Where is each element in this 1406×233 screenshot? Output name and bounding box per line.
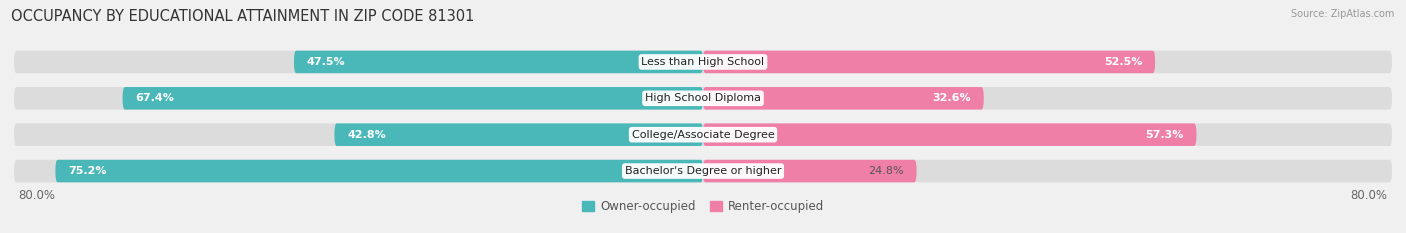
Text: OCCUPANCY BY EDUCATIONAL ATTAINMENT IN ZIP CODE 81301: OCCUPANCY BY EDUCATIONAL ATTAINMENT IN Z… bbox=[11, 9, 475, 24]
Text: 57.3%: 57.3% bbox=[1144, 130, 1184, 140]
Text: 24.8%: 24.8% bbox=[868, 166, 904, 176]
FancyBboxPatch shape bbox=[122, 87, 703, 110]
Text: 67.4%: 67.4% bbox=[135, 93, 174, 103]
Text: 80.0%: 80.0% bbox=[1351, 189, 1388, 202]
FancyBboxPatch shape bbox=[335, 123, 703, 146]
Text: 42.8%: 42.8% bbox=[347, 130, 387, 140]
Text: Less than High School: Less than High School bbox=[641, 57, 765, 67]
FancyBboxPatch shape bbox=[294, 51, 703, 73]
FancyBboxPatch shape bbox=[14, 51, 1392, 73]
Text: 47.5%: 47.5% bbox=[307, 57, 346, 67]
Text: High School Diploma: High School Diploma bbox=[645, 93, 761, 103]
Text: Source: ZipAtlas.com: Source: ZipAtlas.com bbox=[1291, 9, 1395, 19]
Legend: Owner-occupied, Renter-occupied: Owner-occupied, Renter-occupied bbox=[578, 195, 828, 218]
Text: 75.2%: 75.2% bbox=[69, 166, 107, 176]
FancyBboxPatch shape bbox=[55, 160, 703, 182]
FancyBboxPatch shape bbox=[14, 123, 1392, 146]
Text: 52.5%: 52.5% bbox=[1104, 57, 1142, 67]
FancyBboxPatch shape bbox=[14, 160, 1392, 182]
FancyBboxPatch shape bbox=[703, 123, 1197, 146]
Text: Bachelor's Degree or higher: Bachelor's Degree or higher bbox=[624, 166, 782, 176]
Text: College/Associate Degree: College/Associate Degree bbox=[631, 130, 775, 140]
FancyBboxPatch shape bbox=[703, 87, 984, 110]
FancyBboxPatch shape bbox=[703, 51, 1156, 73]
Text: 32.6%: 32.6% bbox=[932, 93, 970, 103]
FancyBboxPatch shape bbox=[14, 87, 1392, 110]
Text: 80.0%: 80.0% bbox=[18, 189, 55, 202]
FancyBboxPatch shape bbox=[703, 160, 917, 182]
